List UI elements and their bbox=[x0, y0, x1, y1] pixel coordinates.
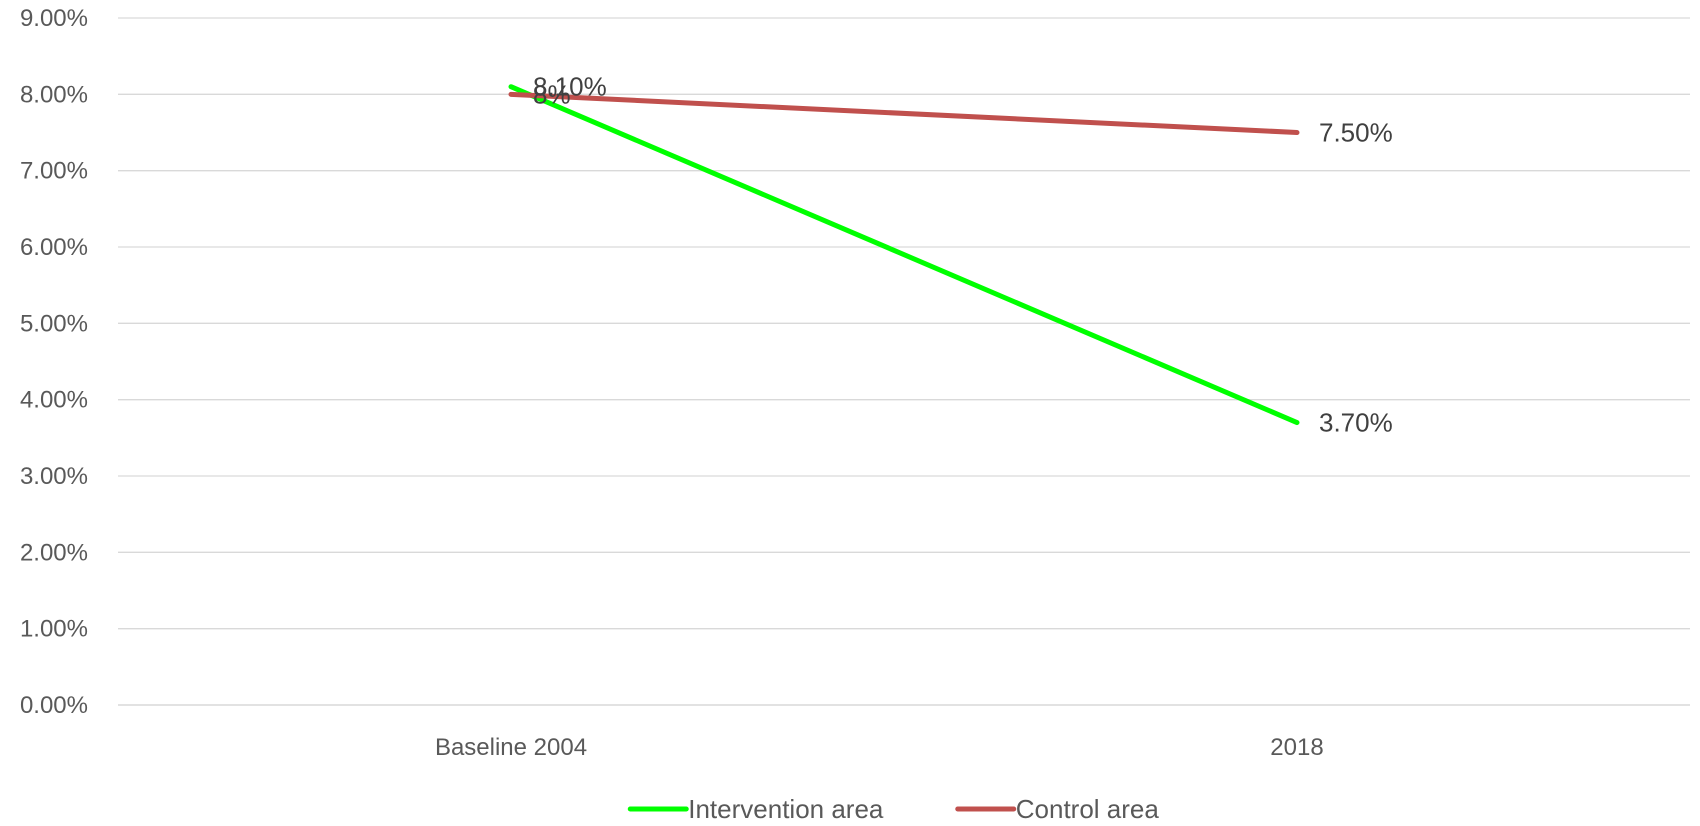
series-line bbox=[508, 91, 1300, 135]
data-label: 8.10% bbox=[533, 72, 607, 102]
y-tick-label: 8.00% bbox=[20, 81, 88, 108]
y-tick-label: 4.00% bbox=[20, 387, 88, 414]
y-tick-label: 0.00% bbox=[20, 692, 88, 719]
y-tick-label: 9.00% bbox=[20, 5, 88, 32]
x-tick-label: Baseline 2004 bbox=[435, 734, 587, 761]
y-tick-label: 1.00% bbox=[20, 616, 88, 643]
gridlines bbox=[118, 17, 1690, 706]
y-tick-label: 3.00% bbox=[20, 463, 88, 490]
series-lines bbox=[508, 84, 1300, 426]
data-label: 3.70% bbox=[1319, 408, 1393, 438]
data-label: 8% bbox=[533, 79, 571, 109]
x-axis-tick-labels: Baseline 2004 2018 bbox=[435, 734, 1324, 761]
y-tick-label: 6.00% bbox=[20, 234, 88, 261]
y-tick-label: 7.00% bbox=[20, 158, 88, 185]
x-tick-label: 2018 bbox=[1270, 734, 1323, 761]
series-line bbox=[508, 84, 1300, 426]
data-label: 7.50% bbox=[1319, 118, 1393, 148]
y-tick-label: 2.00% bbox=[20, 539, 88, 566]
legend-label: Intervention area bbox=[688, 794, 884, 824]
data-labels: 8.10% 3.70% 8% 7.50% bbox=[533, 72, 1393, 438]
legend: Intervention area Control area bbox=[627, 794, 1160, 824]
y-axis-tick-labels: 0.00% 1.00% 2.00% 3.00% 4.00% 5.00% 6.00% 7.00%… bbox=[20, 5, 88, 719]
y-tick-label: 5.00% bbox=[20, 310, 88, 337]
legend-label: Control area bbox=[1016, 794, 1160, 824]
